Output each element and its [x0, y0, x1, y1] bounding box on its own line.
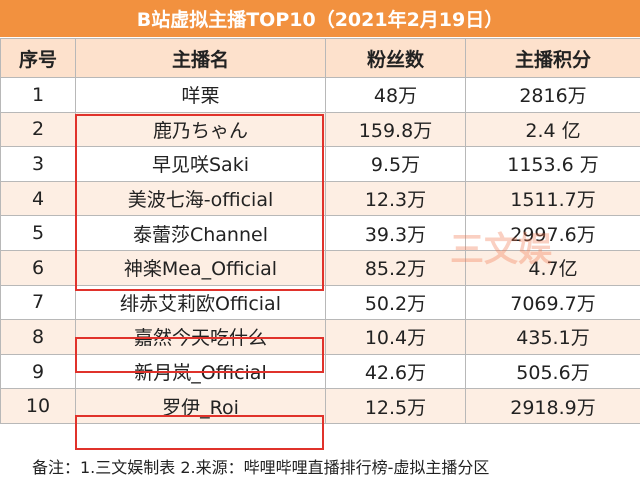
table-cell: 2 — [0, 111, 76, 148]
table-cell: 85.2万 — [325, 250, 466, 286]
table-cell: 4 — [0, 180, 76, 217]
table-cell: 鹿乃ちゃん — [75, 111, 326, 148]
table-cell: 48万 — [325, 77, 466, 113]
table-cell: 159.8万 — [325, 111, 466, 148]
table-cell: 序号 — [0, 38, 76, 78]
highlight-box — [75, 114, 324, 291]
highlight-box — [75, 415, 324, 450]
table-cell: 7 — [0, 284, 76, 321]
table-cell: 9 — [0, 353, 76, 390]
table-cell: 嘉然今天吃什么 — [75, 319, 326, 355]
table-cell: 泰蕾莎Channel — [75, 215, 326, 251]
table-cell: 1511.7万 — [465, 180, 640, 217]
title: B站虚拟主播TOP10（2021年2月19日） — [0, 0, 640, 37]
table-cell: 1153.6 万 — [465, 146, 640, 182]
table-cell: 8 — [0, 319, 76, 355]
table-cell: 42.6万 — [325, 353, 466, 390]
table-cell: 10.4万 — [325, 319, 466, 355]
table-cell: 咩栗 — [75, 77, 326, 113]
table-cell: 505.6万 — [465, 353, 640, 390]
table-cell: 4.7亿 — [465, 250, 640, 286]
table-cell: 5 — [0, 215, 76, 251]
table-cell: 2997.6万 — [465, 215, 640, 251]
table-cell: 罗伊_Roi — [75, 388, 326, 424]
watermark: 三文娱 — [450, 230, 552, 270]
table-cell: 10 — [0, 388, 76, 424]
table-cell: 435.1万 — [465, 319, 640, 355]
table-cell: 50.2万 — [325, 284, 466, 321]
table-cell: 主播名 — [75, 38, 326, 78]
highlight-box — [75, 337, 324, 373]
table-cell: 12.3万 — [325, 180, 466, 217]
table-cell: 2918.9万 — [465, 388, 640, 424]
table-cell: 主播积分 — [465, 38, 640, 78]
table-cell: 6 — [0, 250, 76, 286]
table-cell: 3 — [0, 146, 76, 182]
table-cell: 12.5万 — [325, 388, 466, 424]
table-cell: 2816万 — [465, 77, 640, 113]
table-cell: 39.3万 — [325, 215, 466, 251]
table-cell: 粉丝数 — [325, 38, 466, 78]
table-cell: 7069.7万 — [465, 284, 640, 321]
table-cell: 1 — [0, 77, 76, 113]
table-cell: 2.4 亿 — [465, 111, 640, 148]
footnote: 备注：1.三文娱制表 2.来源：哔哩哔哩直播排行榜-虚拟主播分区 — [32, 457, 490, 477]
table-cell: 神楽Mea_Official — [75, 250, 326, 286]
table-cell: 早见咲Saki — [75, 146, 326, 182]
table-cell: 9.5万 — [325, 146, 466, 182]
